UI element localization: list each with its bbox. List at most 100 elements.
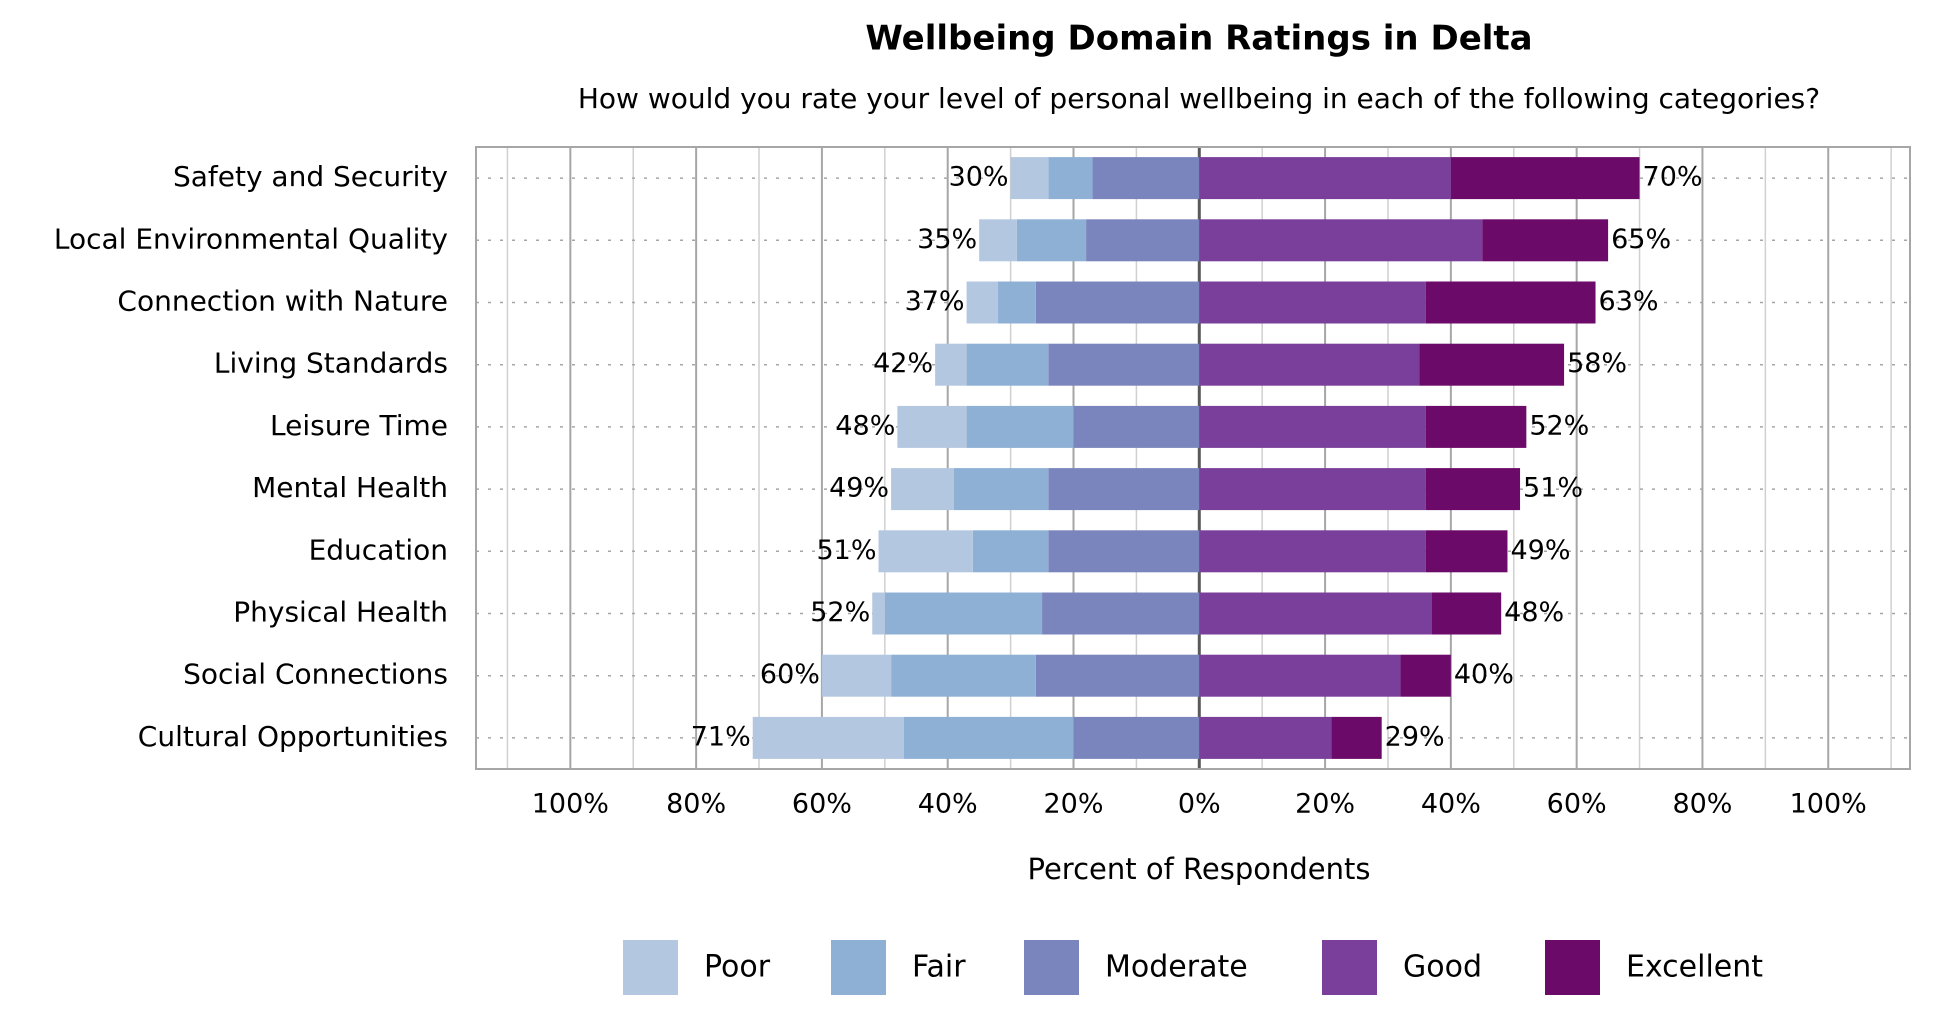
x-tick-label: 60% bbox=[792, 789, 852, 820]
value-label: 40% bbox=[1454, 659, 1514, 690]
bar-segment bbox=[1432, 592, 1502, 635]
bar-segment bbox=[1425, 530, 1508, 573]
bar-segment bbox=[966, 405, 1074, 448]
value-label: 63% bbox=[1599, 286, 1659, 317]
bar-segment bbox=[891, 468, 954, 511]
bar-segment bbox=[1199, 281, 1426, 324]
category-label: Safety and Security bbox=[173, 160, 448, 193]
category-label: Education bbox=[309, 533, 448, 566]
value-label: 65% bbox=[1611, 224, 1671, 255]
legend-swatch bbox=[1545, 940, 1600, 995]
x-tick-label: 20% bbox=[1043, 789, 1103, 820]
category-label: Local Environmental Quality bbox=[54, 222, 448, 255]
bar-segment bbox=[1048, 468, 1200, 511]
plot-frame bbox=[475, 146, 1911, 770]
value-label: 30% bbox=[949, 162, 1009, 193]
bar-segment bbox=[872, 592, 885, 635]
bar-segment bbox=[1450, 157, 1640, 200]
bar-segment bbox=[1425, 405, 1527, 448]
bar-segment bbox=[1400, 654, 1451, 697]
x-tick-label: 100% bbox=[1790, 789, 1867, 820]
bar-segment bbox=[979, 219, 1017, 262]
bar-segment bbox=[1425, 281, 1596, 324]
bar-segment bbox=[1035, 654, 1200, 697]
category-label: Connection with Nature bbox=[117, 285, 448, 318]
x-tick-label: 80% bbox=[666, 789, 726, 820]
bar-segment bbox=[884, 592, 1043, 635]
chart-subtitle: How would you rate your level of persona… bbox=[578, 82, 1820, 115]
category-label: Living Standards bbox=[214, 347, 448, 380]
value-label: 49% bbox=[829, 473, 889, 504]
value-label: 48% bbox=[835, 410, 895, 441]
value-label: 48% bbox=[1504, 597, 1564, 628]
bar-segment bbox=[1199, 219, 1483, 262]
legend-swatch bbox=[1322, 940, 1377, 995]
category-label: Mental Health bbox=[252, 471, 448, 504]
bar-segment bbox=[966, 281, 999, 324]
legend-swatch bbox=[623, 940, 678, 995]
bar-segment bbox=[821, 654, 892, 697]
bar-segment bbox=[1425, 468, 1521, 511]
bar-segment bbox=[1199, 157, 1451, 200]
bar-segment bbox=[1073, 405, 1200, 448]
bar-segment bbox=[1048, 530, 1200, 573]
bar-segment bbox=[954, 468, 1049, 511]
value-label: 37% bbox=[905, 286, 965, 317]
x-tick-label: 0% bbox=[1178, 789, 1221, 820]
bar-segment bbox=[1035, 281, 1200, 324]
value-label: 52% bbox=[1529, 410, 1589, 441]
bar-segment bbox=[1048, 343, 1200, 386]
legend-label: Good bbox=[1403, 950, 1482, 985]
legend-label: Fair bbox=[912, 950, 966, 985]
bar-segment bbox=[1199, 716, 1332, 759]
category-label: Leisure Time bbox=[270, 409, 448, 442]
value-label: 71% bbox=[691, 721, 751, 752]
x-tick-label: 100% bbox=[532, 789, 609, 820]
bar-segment bbox=[966, 343, 1049, 386]
bar-segment bbox=[752, 716, 904, 759]
bar-segment bbox=[1016, 219, 1087, 262]
bar-segment bbox=[972, 530, 1049, 573]
legend-label: Poor bbox=[704, 950, 771, 985]
bar-segment bbox=[1042, 592, 1200, 635]
bar-segment bbox=[903, 716, 1074, 759]
value-label: 70% bbox=[1643, 162, 1703, 193]
bar-segment bbox=[1199, 405, 1426, 448]
bar-segment bbox=[1199, 592, 1432, 635]
legend-swatch bbox=[831, 940, 886, 995]
category-label: Physical Health bbox=[233, 596, 448, 629]
bar-segment bbox=[1092, 157, 1200, 200]
value-label: 35% bbox=[917, 224, 977, 255]
bar-segment bbox=[1199, 343, 1420, 386]
legend-swatch bbox=[1024, 940, 1079, 995]
x-axis-title: Percent of Respondents bbox=[1028, 852, 1371, 886]
value-label: 51% bbox=[1523, 473, 1583, 504]
bar-segment bbox=[998, 281, 1036, 324]
bar-segment bbox=[935, 343, 967, 386]
bar-segment bbox=[1073, 716, 1200, 759]
bar-segment bbox=[1199, 530, 1426, 573]
bar-segment bbox=[1419, 343, 1565, 386]
value-label: 42% bbox=[873, 348, 933, 379]
category-label: Cultural Opportunities bbox=[138, 720, 448, 753]
bar-segment bbox=[891, 654, 1036, 697]
bar-segment bbox=[1482, 219, 1609, 262]
x-tick-label: 60% bbox=[1547, 789, 1607, 820]
value-label: 52% bbox=[810, 597, 870, 628]
bar-segment bbox=[1048, 157, 1093, 200]
bar-segment bbox=[1086, 219, 1200, 262]
x-tick-label: 40% bbox=[1421, 789, 1481, 820]
value-label: 60% bbox=[760, 659, 820, 690]
value-label: 49% bbox=[1510, 535, 1570, 566]
chart-title: Wellbeing Domain Ratings in Delta bbox=[865, 19, 1532, 59]
legend-label: Excellent bbox=[1626, 950, 1763, 985]
category-label: Social Connections bbox=[183, 658, 448, 691]
bar-segment bbox=[878, 530, 973, 573]
x-tick-label: 40% bbox=[918, 789, 978, 820]
value-label: 58% bbox=[1567, 348, 1627, 379]
legend-label: Moderate bbox=[1105, 950, 1248, 985]
x-tick-label: 20% bbox=[1295, 789, 1355, 820]
x-tick-label: 80% bbox=[1672, 789, 1732, 820]
bar-segment bbox=[1199, 654, 1401, 697]
bar-segment bbox=[897, 405, 967, 448]
